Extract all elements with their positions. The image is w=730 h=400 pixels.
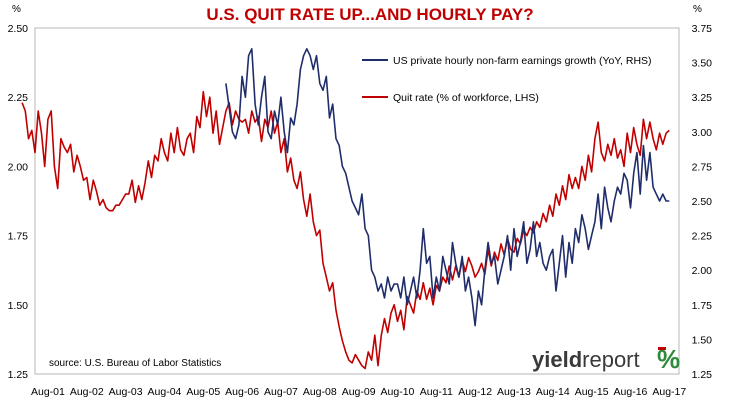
x-tick-label: Aug-07 [264,386,298,398]
x-tick-label: Aug-11 [420,386,453,398]
right-tick-label: 2.50 [692,196,713,208]
left-tick-label: 2.25 [8,92,29,104]
right-tick-label: 1.25 [692,369,713,381]
plot-lines [21,48,670,370]
x-tick-label: Aug-03 [109,386,143,398]
chart-title: U.S. QUIT RATE UP...AND HOURLY PAY? [206,5,533,24]
quit-rate-line [21,90,670,370]
plot-area-border [34,27,680,375]
right-tick-label: 3.50 [692,58,713,70]
x-tick-label: Aug-01 [31,386,65,398]
right-tick-label: 2.75 [692,161,713,173]
x-tick-label: Aug-16 [614,386,648,398]
x-tick-label: Aug-15 [575,386,609,398]
logo-text-report: report [582,347,639,372]
left-axis-tick-labels: 2.50 2.25 2.00 1.75 1.50 1.25 [8,23,29,381]
x-tick-label: Aug-12 [458,386,492,398]
right-axis-unit: % [693,4,702,15]
right-tick-label: 3.00 [692,127,713,139]
right-tick-label: 2.00 [692,265,713,277]
x-tick-label: Aug-10 [381,386,415,398]
left-tick-label: 1.50 [8,300,29,312]
left-tick-label: 1.75 [8,231,29,243]
left-tick-label: 2.50 [8,23,29,35]
right-axis-tick-labels: 3.75 3.50 3.25 3.00 2.75 2.50 2.25 2.00 1.75 1.50… [692,23,713,381]
legend: US private hourly non-farm earnings grow… [362,55,652,104]
right-tick-label: 1.75 [692,300,713,312]
source-note: source: U.S. Bureau of Labor Statistics [49,358,221,369]
x-tick-label: Aug-17 [652,386,686,398]
legend-label-earnings: US private hourly non-farm earnings grow… [393,55,652,67]
earnings-growth-line [225,48,670,327]
legend-label-quit-rate: Quit rate (% of workforce, LHS) [393,92,539,104]
right-tick-label: 3.75 [692,23,713,35]
logo-red-accent-icon [658,347,666,350]
right-tick-label: 2.25 [692,231,713,243]
x-tick-label: Aug-14 [536,386,570,398]
x-tick-label: Aug-13 [497,386,531,398]
x-tick-label: Aug-04 [148,386,182,398]
svg-text:yieldreport: yieldreport [532,347,640,372]
x-tick-label: Aug-05 [186,386,220,398]
x-tick-label: Aug-08 [303,386,337,398]
x-tick-label: Aug-02 [70,386,104,398]
left-axis-unit: % [12,4,21,15]
x-tick-label: Aug-06 [225,386,259,398]
right-tick-label: 3.25 [692,92,713,104]
logo-text-yield: yield [532,347,582,372]
right-tick-label: 1.50 [692,334,713,346]
x-axis-tick-labels: Aug-01 Aug-02 Aug-03 Aug-04 Aug-05 Aug-06 Aug-… [31,386,686,398]
yieldreport-logo: yieldreport % [532,344,680,374]
left-tick-label: 2.00 [8,161,29,173]
percent-logo-icon: % [657,344,680,374]
x-tick-label: Aug-09 [342,386,376,398]
left-tick-label: 1.25 [8,369,29,381]
